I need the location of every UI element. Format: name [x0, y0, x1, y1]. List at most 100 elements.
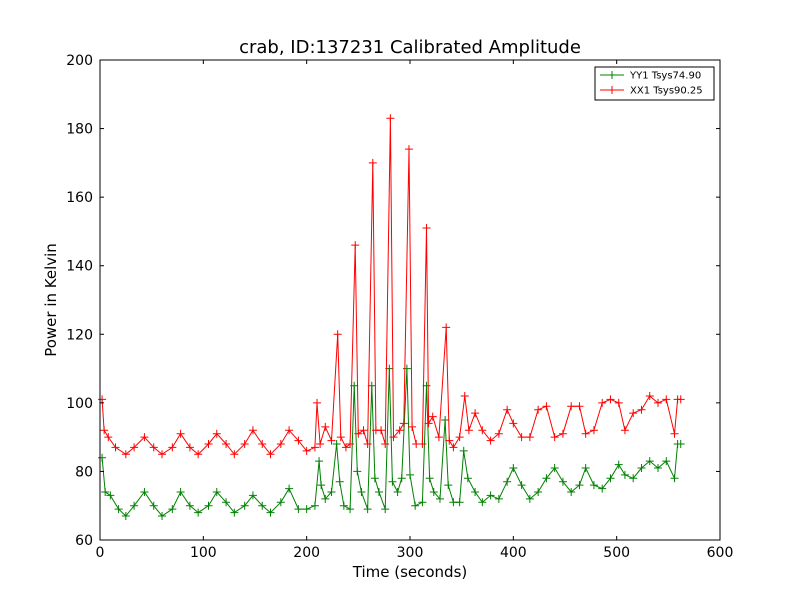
data-point [388, 477, 397, 486]
data-point [455, 498, 464, 507]
data-point [258, 440, 267, 448]
data-point [346, 505, 355, 514]
data-point [444, 481, 453, 490]
x-tick-label: 600 [707, 545, 734, 561]
data-point [525, 494, 534, 503]
data-point [310, 501, 319, 510]
data-point [418, 498, 427, 507]
data-point [339, 501, 348, 510]
data-point [341, 443, 350, 452]
data-point [662, 457, 671, 466]
data-point [168, 505, 177, 514]
data-point [377, 426, 386, 435]
data-point [114, 505, 123, 514]
data-point [637, 405, 646, 414]
data-point [525, 433, 534, 442]
data-point [294, 505, 303, 514]
data-point [316, 440, 325, 448]
data-point [121, 512, 130, 520]
data-point [645, 392, 654, 400]
series-line-1 [101, 118, 681, 456]
data-point [542, 474, 551, 483]
data-point [204, 440, 213, 448]
data-point [332, 440, 341, 448]
data-point [558, 477, 567, 486]
data-point [442, 323, 451, 332]
data-point [353, 467, 362, 476]
data-point [212, 429, 221, 438]
data-point [428, 412, 437, 421]
data-point [176, 488, 185, 496]
data-point [106, 491, 115, 500]
data-point [98, 395, 107, 404]
data-point [441, 416, 450, 424]
data-point [620, 470, 629, 479]
data-point [194, 508, 203, 517]
data-point [395, 426, 404, 435]
data-point [676, 440, 685, 448]
data-point [581, 464, 590, 472]
y-tick-label: 100 [66, 396, 93, 412]
data-point [149, 443, 158, 452]
x-tick-label: 400 [500, 545, 527, 561]
data-point [550, 433, 559, 442]
x-tick-label: 500 [603, 545, 630, 561]
data-point [321, 422, 330, 431]
data-point [276, 498, 285, 507]
data-point [258, 501, 267, 510]
data-point [310, 443, 319, 452]
data-point [486, 491, 495, 500]
data-point [354, 429, 363, 438]
data-point [98, 453, 107, 462]
data-point [620, 426, 629, 435]
data-point [327, 436, 336, 445]
data-point [464, 426, 473, 435]
data-point [598, 398, 607, 407]
data-point [248, 491, 257, 500]
data-point [567, 488, 576, 496]
data-point [589, 481, 598, 490]
data-point [459, 446, 468, 455]
data-point [670, 474, 679, 483]
data-point [637, 464, 646, 472]
data-point [606, 474, 615, 483]
data-point [662, 395, 671, 404]
data-point [614, 460, 623, 469]
data-point [302, 505, 311, 514]
x-tick-label: 0 [96, 545, 105, 561]
data-point [240, 501, 249, 510]
data-point [460, 392, 469, 400]
legend-label: YY1 Tsys74.90 [629, 71, 701, 82]
data-point [589, 426, 598, 435]
data-point [503, 477, 512, 486]
data-point [276, 440, 285, 448]
data-point [386, 114, 395, 123]
data-point [408, 422, 417, 431]
data-point [425, 474, 434, 483]
data-point [368, 158, 377, 167]
y-tick-label: 160 [66, 190, 93, 206]
data-point [222, 440, 231, 448]
data-point [517, 433, 526, 442]
data-point [534, 405, 543, 414]
data-point [302, 446, 311, 455]
data-point [486, 436, 495, 445]
y-tick-label: 140 [66, 259, 93, 275]
data-point [411, 501, 420, 510]
data-point [185, 501, 194, 510]
data-point [550, 464, 559, 472]
y-tick-label: 120 [66, 327, 93, 343]
data-point [471, 409, 480, 418]
legend: YY1 Tsys74.90 XX1 Tsys90.25 [594, 66, 715, 101]
x-tick-label: 200 [293, 545, 320, 561]
data-point [375, 488, 383, 496]
data-point [315, 457, 324, 466]
data-point [248, 426, 257, 435]
data-point [100, 426, 109, 435]
data-point [266, 508, 275, 517]
data-point [645, 457, 654, 466]
data-point [558, 429, 567, 438]
data-point [478, 498, 487, 507]
series-layer [98, 114, 685, 520]
data-point [494, 494, 503, 503]
